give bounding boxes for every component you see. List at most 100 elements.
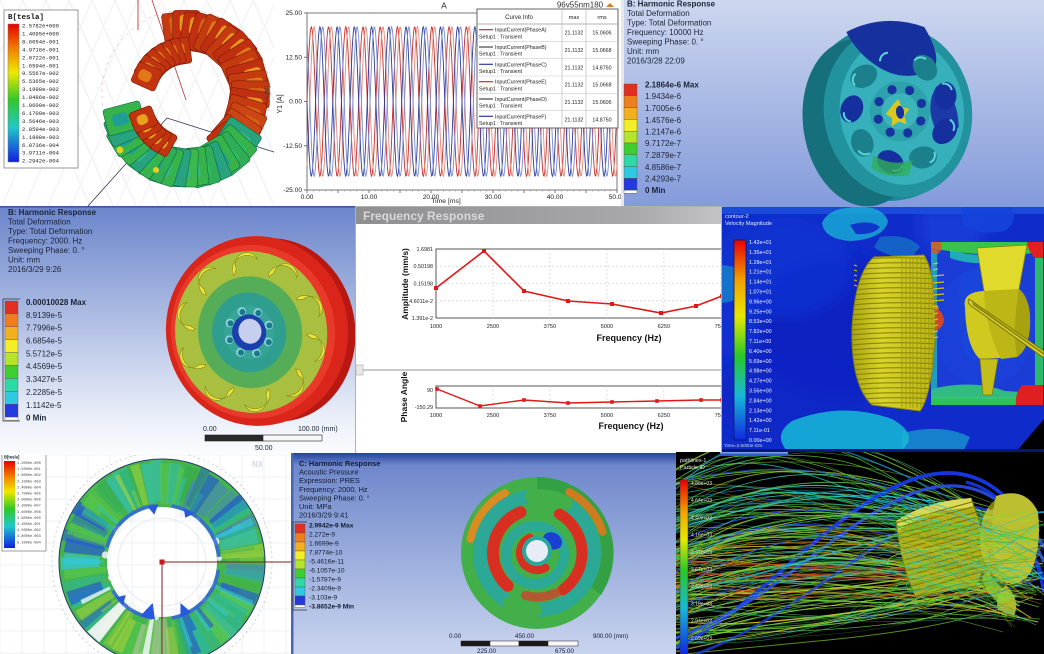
svg-text:6250: 6250 <box>658 413 670 419</box>
svg-text:-25.00: -25.00 <box>283 187 302 194</box>
svg-text:Time [ms]: Time [ms] <box>431 198 461 205</box>
svg-text:4.8000e-003: 4.8000e-003 <box>17 535 41 539</box>
svg-text:Acoustic Pressure: Acoustic Pressure <box>299 468 359 477</box>
svg-text:Unit: mm: Unit: mm <box>8 256 40 265</box>
svg-text:7.11e-01: 7.11e-01 <box>749 428 770 434</box>
svg-text:Total Deformation: Total Deformation <box>627 9 690 18</box>
svg-text:3.56e+00: 3.56e+00 <box>749 389 772 395</box>
svg-text:1.8000e-002: 1.8000e-002 <box>17 474 41 478</box>
svg-text:4.40e+03: 4.40e+03 <box>691 515 712 521</box>
svg-text:max: max <box>569 15 580 21</box>
svg-text:Y [M]: Y [M] <box>265 86 271 100</box>
svg-text:-1.5787e-9: -1.5787e-9 <box>309 577 341 584</box>
svg-text:1.07e+01: 1.07e+01 <box>749 290 772 296</box>
svg-text:4.2000e-001: 4.2000e-001 <box>17 523 41 527</box>
svg-text:C: Harmonic Response: C: Harmonic Response <box>299 459 380 468</box>
svg-text:5000: 5000 <box>601 324 613 330</box>
svg-text:1.6594e-001: 1.6594e-001 <box>22 62 60 69</box>
svg-text:3.9000e-000: 3.9000e-000 <box>17 517 41 521</box>
svg-text:5000: 5000 <box>601 413 613 419</box>
svg-text:7.2879e-7: 7.2879e-7 <box>645 151 682 160</box>
svg-text:96v55nm180: 96v55nm180 <box>557 1 604 10</box>
svg-text:3.1998e-002: 3.1998e-002 <box>22 86 59 93</box>
svg-text:2016/3/29 9:26: 2016/3/29 9:26 <box>8 265 62 274</box>
svg-text:3.91e+03: 3.91e+03 <box>691 550 712 556</box>
svg-text:-150.29: -150.29 <box>415 405 433 411</box>
svg-text:2.2942e-004: 2.2942e-004 <box>22 158 60 165</box>
svg-text:8.53e+00: 8.53e+00 <box>749 319 772 325</box>
svg-text:21.1132: 21.1132 <box>565 48 584 54</box>
svg-text:4.5000e-002: 4.5000e-002 <box>17 529 41 533</box>
svg-text:2.8594e-003: 2.8594e-003 <box>22 126 59 133</box>
svg-text:1.42e+01: 1.42e+01 <box>749 240 772 246</box>
svg-text:1.9434e-6: 1.9434e-6 <box>645 92 682 101</box>
svg-text:2.272e-9: 2.272e-9 <box>309 532 335 539</box>
svg-text:4.98e+00: 4.98e+00 <box>749 369 772 375</box>
svg-text:6.40e+00: 6.40e+00 <box>749 349 772 355</box>
svg-text:-12.50: -12.50 <box>283 143 302 150</box>
svg-text:Sweeping Phase: 0. °: Sweeping Phase: 0. ° <box>299 493 370 502</box>
svg-text:Unit: MPa: Unit: MPa <box>299 502 332 511</box>
svg-text:2.13e+00: 2.13e+00 <box>749 408 772 414</box>
svg-text:7.8774e-10: 7.8774e-10 <box>309 550 343 557</box>
svg-text:2.94e+03: 2.94e+03 <box>691 619 712 625</box>
svg-text:1.0600e-002: 1.0600e-002 <box>22 102 59 109</box>
svg-text:8.9139e-5: 8.9139e-5 <box>26 311 63 320</box>
svg-text:rms: rms <box>597 15 607 21</box>
svg-text:2.0722e-001: 2.0722e-001 <box>22 54 60 61</box>
svg-text:900.00 (mm): 900.00 (mm) <box>593 633 628 640</box>
svg-text:8.6054e-001: 8.6054e-001 <box>22 38 60 45</box>
svg-text:1.4576e-6: 1.4576e-6 <box>645 116 682 125</box>
svg-text:1000: 1000 <box>430 413 442 419</box>
svg-text:6.1700e-003: 6.1700e-003 <box>22 110 59 117</box>
svg-text:1.2147e-6: 1.2147e-6 <box>645 128 682 137</box>
svg-text:7500: 7500 <box>715 413 722 419</box>
svg-text:1.28e+01: 1.28e+01 <box>749 260 772 266</box>
svg-text:9.25e+00: 9.25e+00 <box>749 309 772 315</box>
svg-text:2.4000e-004: 2.4000e-004 <box>17 486 41 490</box>
svg-text:B: Harmonic Response: B: Harmonic Response <box>8 208 97 217</box>
svg-text:1.1898e-003: 1.1898e-003 <box>22 134 59 141</box>
svg-text:25.00: 25.00 <box>285 10 302 17</box>
svg-text:Setup1 : Transient: Setup1 : Transient <box>479 52 523 58</box>
svg-text:21.1132: 21.1132 <box>565 117 584 123</box>
svg-text:15.0668: 15.0668 <box>592 48 611 54</box>
svg-text:InputCurrent(PhaseA): InputCurrent(PhaseA) <box>495 28 547 34</box>
svg-text:0.00e+00: 0.00e+00 <box>749 438 772 444</box>
svg-text:-6.1057e-10: -6.1057e-10 <box>309 568 345 575</box>
svg-text:90: 90 <box>427 388 433 394</box>
svg-text:2.5782e+000: 2.5782e+000 <box>22 23 60 30</box>
svg-text:1.1142e-5: 1.1142e-5 <box>26 401 62 410</box>
svg-text:1.6699e-9: 1.6699e-9 <box>309 541 339 548</box>
svg-text:21.1132: 21.1132 <box>565 100 584 106</box>
svg-text:0.00: 0.00 <box>203 426 217 433</box>
svg-text:7500: 7500 <box>715 324 722 330</box>
svg-text:NX: NX <box>252 460 264 469</box>
svg-text:9.96e+00: 9.96e+00 <box>749 299 772 305</box>
svg-text:-2.3409e-9: -2.3409e-9 <box>309 586 341 593</box>
svg-text:7.11e+00: 7.11e+00 <box>749 339 771 345</box>
svg-text:3.9711e-004: 3.9711e-004 <box>22 150 60 157</box>
svg-text:2500: 2500 <box>487 413 499 419</box>
svg-text:1.2000e-000: 1.2000e-000 <box>17 462 41 466</box>
svg-text:B: Harmonic Response: B: Harmonic Response <box>627 0 716 9</box>
svg-text:2016/3/29 9:41: 2016/3/29 9:41 <box>299 511 348 520</box>
svg-text:4.86e+03: 4.86e+03 <box>691 481 712 487</box>
svg-text:450.00: 450.00 <box>515 633 534 640</box>
svg-text:0.15198: 0.15198 <box>414 282 434 288</box>
svg-text:10.00: 10.00 <box>361 194 378 201</box>
svg-text:1.391e-2: 1.391e-2 <box>412 316 433 322</box>
svg-text:3.3000e-007: 3.3000e-007 <box>17 505 41 509</box>
svg-text:1000: 1000 <box>430 324 442 330</box>
svg-text:30.00: 30.00 <box>485 194 502 201</box>
svg-text:1.21e+01: 1.21e+01 <box>749 270 772 276</box>
svg-text:-3.8652e-9 Min: -3.8652e-9 Min <box>309 604 354 611</box>
svg-text:Type: Total Deformation: Type: Total Deformation <box>627 19 711 28</box>
svg-text:1.4095e+000: 1.4095e+000 <box>22 31 60 38</box>
svg-text:3.42e+03: 3.42e+03 <box>691 584 712 590</box>
svg-text:50.00: 50.00 <box>609 194 621 201</box>
svg-text:6250: 6250 <box>658 324 670 330</box>
svg-text:15.0606: 15.0606 <box>592 100 611 106</box>
svg-text:14.8750: 14.8750 <box>592 117 611 123</box>
svg-text:675.00: 675.00 <box>555 648 574 654</box>
